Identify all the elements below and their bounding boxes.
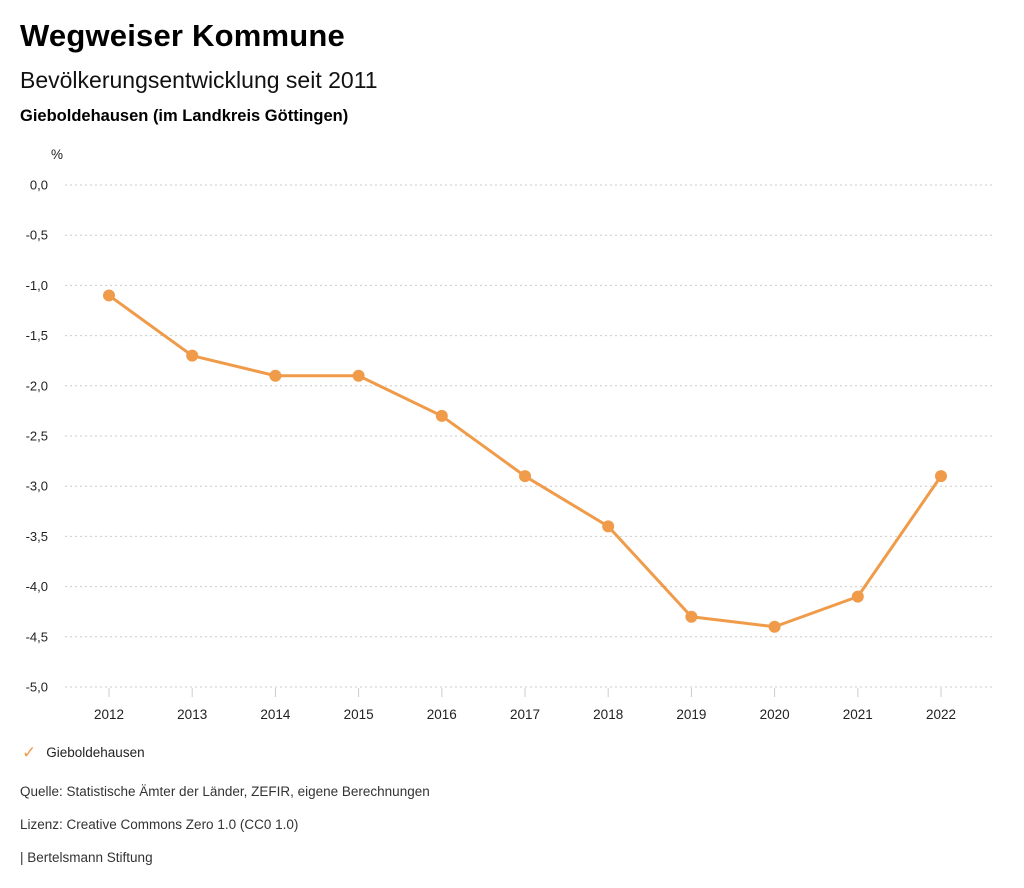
data-point[interactable] [103, 289, 115, 302]
legend-label: Gieboldehausen [46, 745, 145, 760]
y-tick-label: 0,0 [30, 178, 48, 193]
chart-locality: Gieboldehausen (im Landkreis Göttingen) [20, 107, 349, 125]
x-tick-label: 2012 [94, 707, 124, 722]
data-point[interactable] [519, 470, 531, 483]
data-point[interactable] [186, 349, 199, 362]
data-point[interactable] [352, 369, 365, 382]
x-tick-label: 2021 [843, 707, 873, 722]
line-chart: % 0,0 -0,5 -1,0 -1,5 -2,0 -2,5 -3,0 -3,5 -4,0 -4,5… [0, 140, 1024, 732]
y-tick-label: -4,5 [26, 629, 48, 644]
data-point[interactable] [269, 369, 282, 382]
x-tick-label: 2020 [760, 707, 790, 722]
data-point[interactable] [685, 610, 698, 623]
page-title: Wegweiser Kommune [20, 18, 345, 53]
x-tick-label: 2014 [260, 707, 291, 722]
y-tick-label: -1,0 [26, 278, 48, 293]
chart-subtitle: Bevölkerungsentwicklung seit 2011 [20, 67, 378, 93]
check-icon: ✓ [22, 743, 37, 762]
x-tick-label: 2018 [593, 707, 623, 722]
data-point[interactable] [602, 520, 615, 533]
chart-canvas: % 0,0 -0,5 -1,0 -1,5 -2,0 -2,5 -3,0 -3,5 -4,0 -4,5… [26, 147, 992, 722]
data-point[interactable] [768, 620, 781, 633]
data-point[interactable] [935, 470, 947, 483]
chart-header: Wegweiser Kommune Bevölkerungsentwicklun… [20, 18, 378, 126]
data-point[interactable] [851, 590, 864, 603]
y-tick-label: -4,0 [26, 579, 48, 594]
y-tick-label: -2,0 [26, 378, 48, 393]
x-tick-label: 2017 [510, 707, 540, 722]
x-tick-label: 2013 [177, 707, 207, 722]
source-text: Quelle: Statistische Ämter der Länder, Z… [20, 784, 430, 799]
y-tick-label: -3,5 [26, 529, 48, 544]
data-point[interactable] [435, 409, 448, 422]
x-tick-label: 2015 [344, 707, 374, 722]
x-tick-label: 2016 [427, 707, 457, 722]
chart-footer: Quelle: Statistische Ämter der Länder, Z… [20, 784, 430, 883]
x-tick-label: 2022 [926, 707, 956, 722]
y-tick-label: -0,5 [26, 228, 48, 243]
y-tick-label: -5,0 [26, 680, 48, 695]
y-tick-label: -2,5 [26, 429, 48, 444]
x-tick-label: 2019 [676, 707, 706, 722]
series-line [107, 293, 943, 629]
y-tick-label: -3,0 [26, 479, 48, 494]
attribution-text: | Bertelsmann Stiftung [20, 850, 153, 865]
license-text: Lizenz: Creative Commons Zero 1.0 (CC0 1… [20, 817, 299, 832]
legend-item-gieboldehausen[interactable]: ✓ Gieboldehausen [22, 744, 145, 761]
y-axis-unit-label: % [51, 147, 63, 162]
y-tick-label: -1,5 [26, 328, 48, 343]
